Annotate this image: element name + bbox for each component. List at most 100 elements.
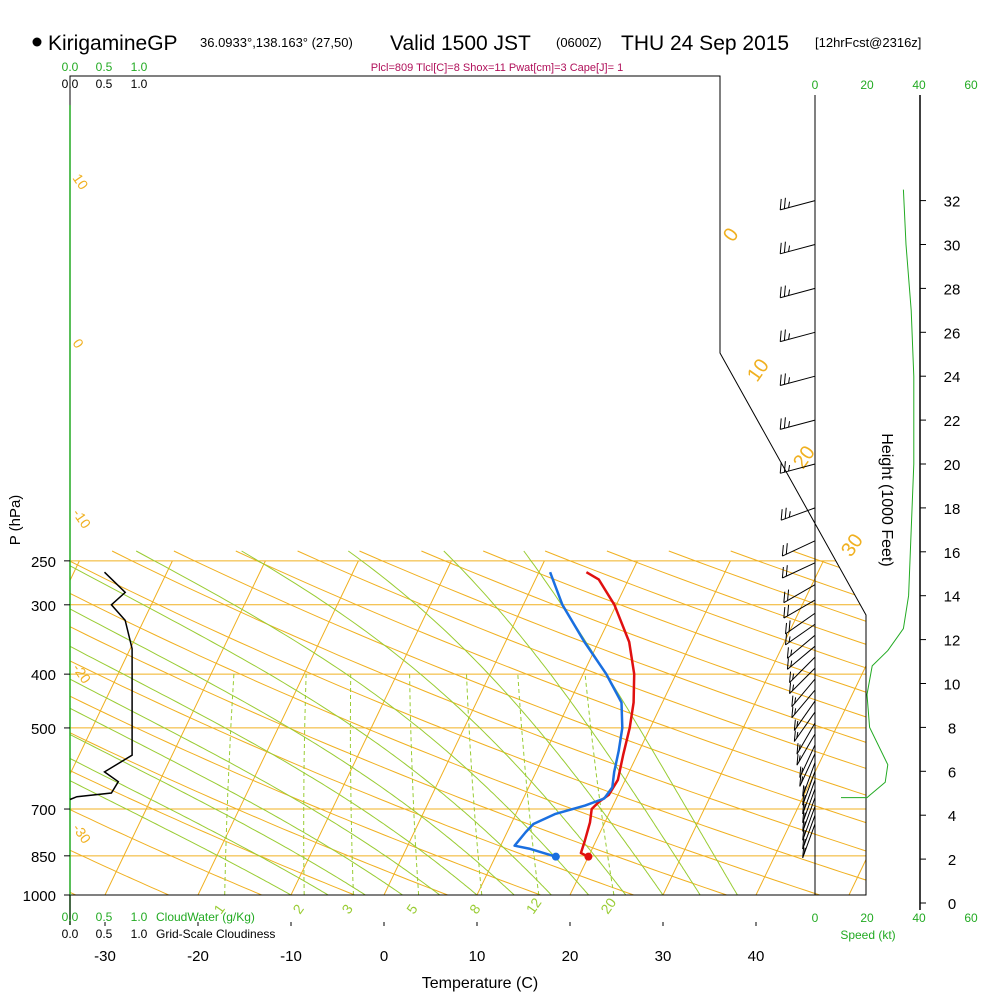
wind-barb-flag xyxy=(785,565,788,577)
wind-barb-flag xyxy=(785,633,788,645)
moist-adiabat-line xyxy=(443,550,701,895)
profiles xyxy=(513,571,636,861)
pressure-tick-label: 1000 xyxy=(23,888,56,905)
dry-adiabat-line xyxy=(70,550,574,895)
pressure-tick-label: 700 xyxy=(31,802,56,819)
wind-barb-half-flag xyxy=(788,245,791,252)
dry-adiabat-label: 10 xyxy=(70,171,92,193)
moist-adiabat-line xyxy=(135,550,589,895)
mixing-ratio-line xyxy=(409,674,420,895)
wind-barb-flag xyxy=(785,543,788,555)
height-tick-label: 28 xyxy=(944,281,961,298)
wind-barb-flag xyxy=(802,837,805,850)
wind-barb-flag xyxy=(793,719,796,731)
wind-barb-flag xyxy=(783,461,786,473)
wind-barb-flag xyxy=(788,620,791,632)
wind-barb xyxy=(802,788,816,823)
wind-barb-flag xyxy=(789,682,792,694)
pressure-tick-label: 500 xyxy=(31,721,56,738)
wind-barb-shaft xyxy=(793,700,816,731)
wind-barb-flag xyxy=(796,743,799,755)
cloud-water-bottom-tick-label: 0.5 xyxy=(96,910,113,924)
wind-barb xyxy=(786,634,816,659)
wind-barb xyxy=(791,689,816,718)
pressure-tick-label: 250 xyxy=(31,554,56,571)
wind-barb-shaft xyxy=(780,463,816,474)
wind-barb-shaft xyxy=(783,584,816,604)
dry-adiabat-line xyxy=(483,550,866,895)
wind-barb-flag xyxy=(791,695,794,707)
wind-barb xyxy=(796,733,816,766)
height-tick-label: 14 xyxy=(944,589,961,606)
height-tick-label: 32 xyxy=(944,194,961,211)
wind-barb-half-flag xyxy=(788,333,791,340)
wind-barb-shaft xyxy=(780,200,816,211)
wind-barb-flag xyxy=(779,462,782,474)
wind-barb-shaft xyxy=(780,244,816,255)
cloudiness-bottom-tick-label: 0.0 xyxy=(62,927,79,941)
isotherm-line xyxy=(755,560,866,895)
dry-adiabat-line xyxy=(544,550,866,895)
wind-barb-flag xyxy=(802,829,805,841)
wind-barb xyxy=(793,700,816,731)
wind-barb xyxy=(785,623,816,646)
wind-barb-half-flag xyxy=(790,649,793,656)
wind-barb-half-flag xyxy=(788,511,791,518)
wind-barb-half-flag xyxy=(788,636,791,643)
isotherm-line xyxy=(70,560,173,895)
dry-adiabat-line xyxy=(70,550,291,895)
dry-adiabat-line xyxy=(854,550,866,895)
wind-barb xyxy=(802,762,816,797)
dry-adiabat-line xyxy=(70,550,856,895)
dry-adiabat-label: -20 xyxy=(70,661,95,687)
wind-barb xyxy=(779,417,816,430)
moist-adiabat-line xyxy=(70,578,366,895)
moist-adiabat-line xyxy=(70,550,515,895)
wind-barb-flag xyxy=(779,198,782,210)
wind-barb-flag xyxy=(783,285,786,297)
wind-barb-flag xyxy=(781,566,784,579)
height-tick-label: 2 xyxy=(948,852,956,869)
moist-adiabat-line xyxy=(70,550,478,895)
moist-adiabat-line xyxy=(241,550,627,895)
wind-barb-shaft xyxy=(780,419,816,430)
speed-bottom-tick-label: 0 xyxy=(812,911,819,925)
speed-axis-label: Speed (kt) xyxy=(840,928,895,942)
wind-barb xyxy=(802,797,816,832)
moist-adiabat-line xyxy=(70,596,329,895)
wind-barb-half-flag xyxy=(803,786,806,793)
wind-barb-shaft xyxy=(787,645,816,670)
wind-barb-flag xyxy=(786,647,789,659)
wind-barb-flag xyxy=(802,794,805,806)
dry-adiabat-line xyxy=(421,550,866,895)
wind-barb-flag xyxy=(783,329,786,341)
dry-adiabat-line xyxy=(70,550,196,895)
wind-barb-half-flag xyxy=(788,421,791,428)
cloud-water-label: CloudWater (g/Kg) xyxy=(156,910,255,924)
speed-top-tick-label: 60 xyxy=(964,78,978,92)
station-bullet-icon xyxy=(32,37,42,47)
wind-barb-half-flag xyxy=(803,821,806,828)
isotherm-label: 30 xyxy=(837,530,868,561)
header: KirigamineGP 36.0933°,138.163° (27,50) V… xyxy=(32,32,921,74)
height-tick-label: 22 xyxy=(944,413,961,430)
dry-adiabat-line xyxy=(70,550,668,895)
wind-barb-flag xyxy=(779,330,782,342)
wind-barb-shaft xyxy=(789,667,816,694)
cloud-panel: 0.0 0.5 1.0 0.0 0.5 1.0 0.0 0.5 1.0 0.0 0.5 1.0 Clou… xyxy=(62,60,276,941)
cloud-water-tick-label: 0.5 xyxy=(96,60,113,74)
cloud-water-bottom-tick-label: 1.0 xyxy=(131,910,148,924)
dry-adiabat-label: -30 xyxy=(70,821,95,847)
wind-barb-shaft xyxy=(793,711,816,742)
wind-barb-flag xyxy=(791,706,794,718)
cloudiness-bottom-tick-label: 1.0 xyxy=(131,927,148,941)
temperature-tick-label: -30 xyxy=(94,948,116,965)
wind-barb-flag xyxy=(802,802,805,814)
cloud-water-bottom-tick-label: 0.0 xyxy=(62,910,79,924)
wind-barb-flag xyxy=(783,417,786,429)
moist-adiabat-line xyxy=(348,550,664,895)
wind-barb xyxy=(779,285,816,299)
wind-barb xyxy=(779,241,816,255)
isotherm-line xyxy=(290,560,452,895)
